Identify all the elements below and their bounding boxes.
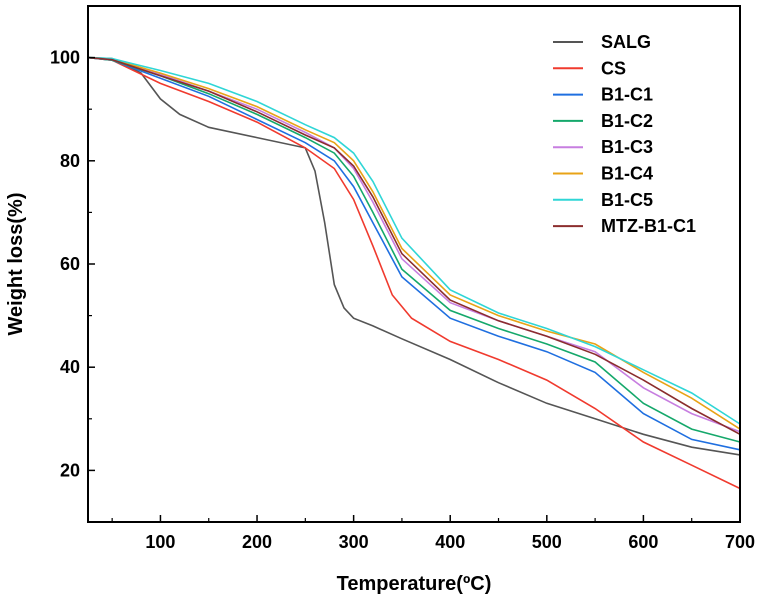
series-line-mtz-b1-c1 [87, 56, 741, 436]
legend-label-b1-c1: B1-C1 [601, 85, 653, 105]
y-tick-label: 100 [50, 48, 80, 68]
x-tick-label: 200 [242, 532, 272, 552]
x-tick-label: 600 [628, 532, 658, 552]
legend: SALG CS B1-C1 B1-C2 B1-C3 B1-C4 B1-C5 MTZ-B1-C1 [553, 32, 696, 236]
x-axis-title: Temperature(ºC) [337, 573, 492, 595]
x-tick-label: 700 [725, 532, 755, 552]
legend-label-mtz-b1-c1: MTZ-B1-C1 [601, 216, 696, 236]
x-tick-label: 400 [435, 532, 465, 552]
x-tick-label: 300 [339, 532, 369, 552]
x-tick-label: 500 [532, 532, 562, 552]
series-line-b1-c1 [87, 56, 741, 451]
series-line-b1-c5 [87, 56, 741, 425]
legend-label-b1-c3: B1-C3 [601, 137, 653, 157]
series-line-b1-c2 [87, 56, 741, 443]
legend-label-b1-c5: B1-C5 [601, 190, 653, 210]
y-axis-ticks: 20 40 60 80 100 [50, 48, 95, 480]
legend-label-b1-c2: B1-C2 [601, 111, 653, 131]
legend-label-salg: SALG [601, 32, 651, 52]
legend-label-cs: CS [601, 58, 626, 78]
y-tick-label: 60 [60, 254, 80, 274]
x-axis-ticks: 100 200 300 400 500 600 700 [111, 515, 755, 552]
plot-lines [87, 56, 741, 490]
legend-label-b1-c4: B1-C4 [601, 164, 653, 184]
y-tick-label: 20 [60, 460, 80, 480]
y-tick-label: 40 [60, 357, 80, 377]
y-axis-title: Weight loss(%) [5, 193, 27, 336]
series-line-salg [87, 56, 741, 456]
series-line-cs [87, 56, 741, 490]
y-tick-label: 80 [60, 151, 80, 171]
x-tick-label: 100 [145, 532, 175, 552]
